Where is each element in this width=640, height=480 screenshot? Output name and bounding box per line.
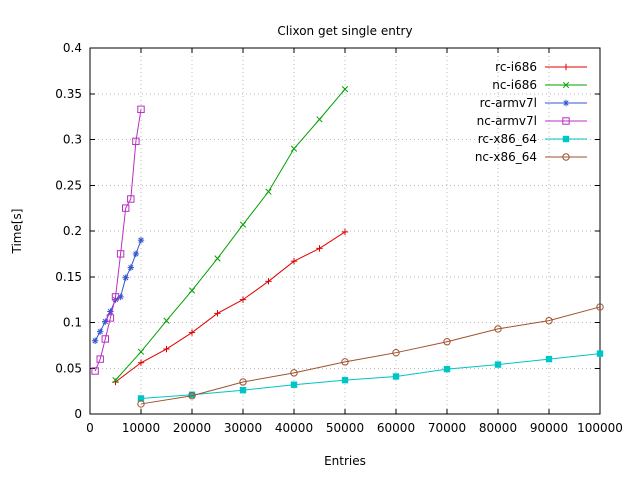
series-rc-armv7l <box>91 236 145 344</box>
legend-label: nc-i686 <box>492 78 537 92</box>
y-tick-label: 0.35 <box>55 87 82 101</box>
legend-label: nc-x86_64 <box>475 150 537 164</box>
y-tick-label: 0.3 <box>63 133 82 147</box>
legend-item-nc-x86_64: nc-x86_64 <box>475 150 587 164</box>
legend-item-rc-x86_64: rc-x86_64 <box>478 132 587 146</box>
x-tick-label: 20000 <box>173 421 211 435</box>
x-tick-label: 70000 <box>428 421 466 435</box>
x-tick-label: 100000 <box>577 421 623 435</box>
legend-label: rc-armv7l <box>480 96 537 110</box>
series-rc-x86_64 <box>137 350 604 402</box>
series-line <box>115 231 346 383</box>
x-tick-label: 0 <box>86 421 94 435</box>
legend-label: nc-armv7l <box>477 114 537 128</box>
legend-item-rc-armv7l: rc-armv7l <box>480 96 587 110</box>
x-tick-label: 10000 <box>122 421 160 435</box>
y-axis-label: Time[s] <box>10 208 24 254</box>
x-tick-label: 60000 <box>377 421 415 435</box>
series-line <box>140 306 601 405</box>
series-line <box>94 109 142 372</box>
legend-item-rc-i686: rc-i686 <box>495 60 587 74</box>
y-tick-label: 0 <box>74 407 82 421</box>
legend-label: rc-x86_64 <box>478 132 537 146</box>
legend-item-nc-armv7l: nc-armv7l <box>477 114 587 128</box>
chart-title: Clixon get single entry <box>277 24 413 38</box>
plot-border <box>89 47 601 415</box>
y-tick-label: 0.15 <box>55 270 82 284</box>
series-rc-i686 <box>112 228 349 386</box>
series-line <box>140 353 601 399</box>
x-tick-label: 40000 <box>275 421 313 435</box>
legend-label: rc-i686 <box>495 60 537 74</box>
y-tick-label: 0.4 <box>63 41 82 55</box>
x-axis-label: Entries <box>324 454 366 468</box>
series-nc-armv7l <box>91 105 145 375</box>
series-line <box>94 239 142 342</box>
y-tick-label: 0.05 <box>55 361 82 375</box>
x-tick-label: 90000 <box>530 421 568 435</box>
y-tick-label: 0.2 <box>63 224 82 238</box>
legend-item-nc-i686: nc-i686 <box>492 78 587 92</box>
x-tick-label: 50000 <box>326 421 364 435</box>
series-nc-x86_64 <box>137 303 604 408</box>
x-tick-label: 30000 <box>224 421 262 435</box>
series-nc-i686 <box>112 86 349 384</box>
y-tick-label: 0.25 <box>55 178 82 192</box>
series-line <box>115 88 346 381</box>
x-tick-label: 80000 <box>479 421 517 435</box>
y-tick-label: 0.1 <box>63 316 82 330</box>
